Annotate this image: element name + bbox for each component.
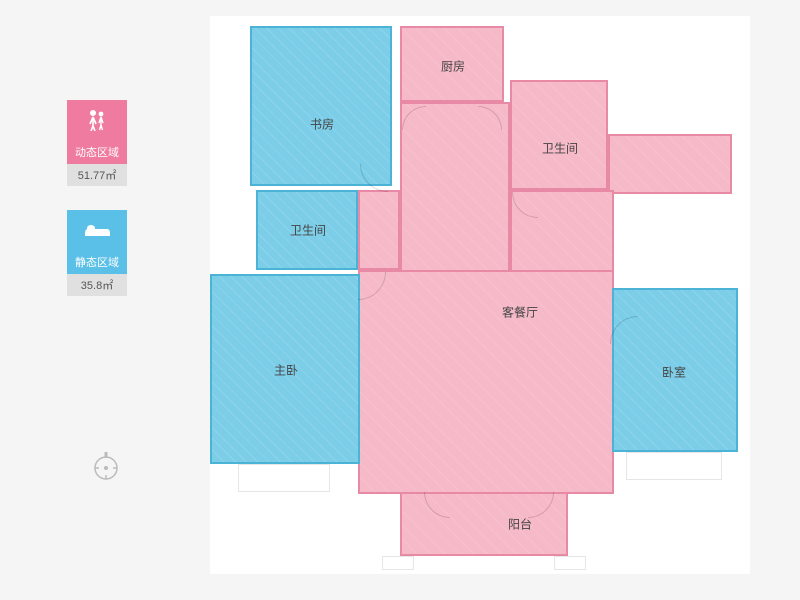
ledge-3 [554, 556, 586, 570]
legend-dynamic-label: 动态区域 [67, 140, 127, 164]
room-label-balcony: 阳台 [508, 516, 532, 533]
room-bath2 [510, 80, 608, 190]
room-corridorL [358, 190, 400, 270]
ledge-2 [382, 556, 414, 570]
room-corridorR [608, 134, 732, 194]
legend: 动态区域 51.77㎡ 静态区域 35.8㎡ [62, 100, 132, 320]
legend-static-value: 35.8㎡ [67, 274, 127, 296]
room-label-bath2: 卫生间 [542, 140, 578, 157]
floorplan: 书房厨房卫生间卫生间客餐厅主卧卧室阳台 [210, 16, 750, 574]
bed-icon [67, 210, 127, 250]
people-icon [67, 100, 127, 140]
ledge-0 [238, 464, 330, 492]
legend-dynamic-value: 51.77㎡ [67, 164, 127, 186]
room-label-kitchen: 厨房 [441, 58, 465, 75]
compass-icon [90, 450, 122, 482]
room-label-master: 主卧 [274, 362, 298, 379]
legend-static-label: 静态区域 [67, 250, 127, 274]
ledge-1 [626, 452, 722, 480]
legend-static: 静态区域 35.8㎡ [62, 210, 132, 296]
room-living [358, 270, 614, 494]
room-study [250, 26, 392, 186]
room-label-bedroom: 卧室 [662, 364, 686, 381]
legend-dynamic: 动态区域 51.77㎡ [62, 100, 132, 186]
door-arc-0 [360, 164, 388, 192]
room-label-study: 书房 [310, 116, 334, 133]
room-label-living: 客餐厅 [502, 304, 538, 321]
room-label-bath1: 卫生间 [290, 222, 326, 239]
